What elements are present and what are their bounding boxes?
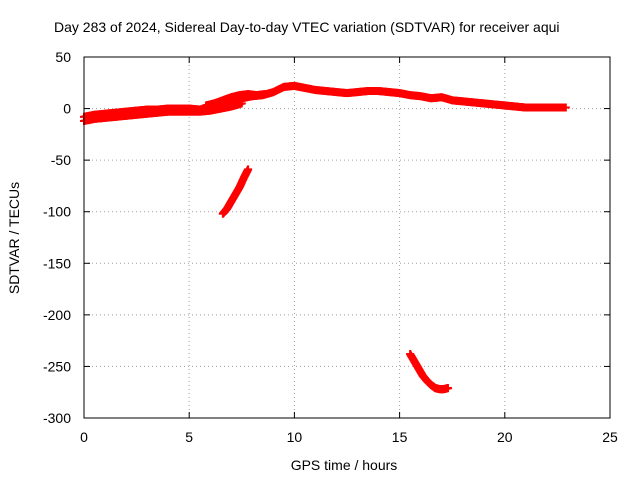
grid-lines xyxy=(84,57,610,418)
data-points xyxy=(80,81,570,394)
y-tick-label: -100 xyxy=(43,204,71,220)
x-tick-label: 0 xyxy=(80,429,88,445)
data-point xyxy=(260,90,269,99)
x-tick-label: 25 xyxy=(602,429,618,445)
data-point xyxy=(443,384,452,393)
y-tick-label: 50 xyxy=(55,49,71,65)
y-tick-label: -50 xyxy=(51,152,71,168)
chart-title: Day 283 of 2024, Sidereal Day-to-day VTE… xyxy=(54,19,560,35)
x-tick-label: 15 xyxy=(392,429,408,445)
y-tick-label: -200 xyxy=(43,307,71,323)
y-tick-label: -250 xyxy=(43,358,71,374)
plot-frame xyxy=(83,56,611,419)
data-point xyxy=(244,165,253,174)
axis-ticks: 0 5 10 15 20 25 -300 -250 -200 -150 -100 -50 0 50 xyxy=(43,49,618,445)
x-tick-label: 20 xyxy=(497,429,513,445)
x-axis-label: GPS time / hours xyxy=(291,457,398,473)
data-point xyxy=(237,99,246,108)
y-axis-label: SDTVAR / TECUs xyxy=(6,182,22,294)
y-tick-label: 0 xyxy=(63,101,71,117)
y-tick-label: -300 xyxy=(43,410,71,426)
x-tick-label: 10 xyxy=(287,429,303,445)
data-point xyxy=(561,103,570,112)
y-tick-label: -150 xyxy=(43,255,71,271)
x-tick-label: 5 xyxy=(185,429,193,445)
